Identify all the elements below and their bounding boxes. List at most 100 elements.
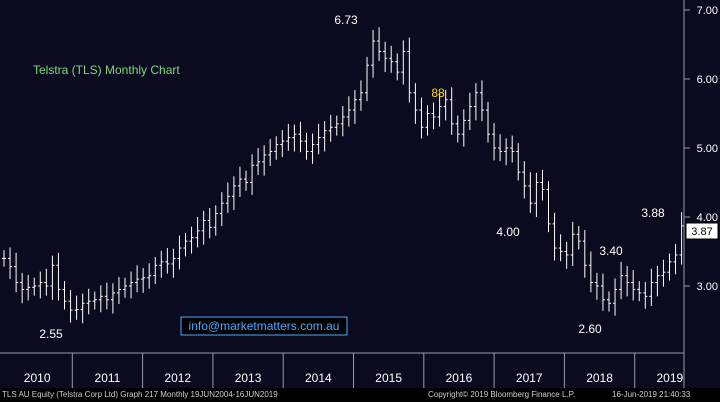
ohlc-bar [116,277,121,304]
ohlc-bar [455,115,460,143]
ohlc-bar [516,143,521,181]
x-tick-label: 2018 [586,371,613,385]
annotation-3.40: 3.40 [599,244,623,258]
x-tick-label: 2014 [305,371,332,385]
ohlc-bar [425,105,430,136]
ohlc-bar [225,182,230,213]
ohlc-bar [383,41,388,73]
annotation-88: 88 [431,86,445,100]
annotation-3.88: 3.88 [641,206,665,220]
ohlc-bar [371,30,376,78]
ohlc-bar [183,232,188,257]
ohlc-bar [14,252,19,293]
y-axis-ticks: 7.00 6.00 5.00 4.00 3.00 [684,5,718,293]
ohlc-bar [328,114,333,142]
ohlc-bar [673,243,678,275]
ohlc-bar [310,133,315,164]
ohlc-bar [600,273,605,311]
ohlc-bar [68,290,73,323]
footer-center: Copyright© 2019 Bloomberg Finance L.P. [428,390,576,399]
ohlc-bar [322,121,327,152]
ohlc-bar [643,281,648,309]
ohlc-bar [588,251,593,293]
ohlc-bar [461,109,466,147]
ohlc-bar [286,123,291,151]
ohlc-bar [522,161,527,199]
y-tick-label: 3.00 [697,281,718,293]
ohlc-bar [607,291,611,312]
x-tick-label: 2015 [375,371,402,385]
ohlc-bar [467,92,472,131]
ohlc-bar [98,285,103,313]
ohlc-bar [8,247,13,280]
ohlc-bar [298,121,303,153]
annotation-2.60: 2.60 [578,322,602,336]
footer-bar: TLS AU Equity (Telstra Corp Ltd) Graph 2… [0,388,720,402]
ohlc-bar [201,210,206,245]
ohlc-bar [26,274,31,301]
ohlc-bar [316,123,321,155]
ohlc-bar [195,217,200,248]
ohlc-bar [110,283,115,314]
ohlc-bar [613,278,618,316]
ohlc-bar [237,166,242,197]
ohlc-bar [231,176,236,211]
ohlc-bar [619,261,624,300]
ohlc-bar [56,252,61,301]
ohlc-bar [189,226,194,254]
ohlc-bar [244,170,248,191]
ohlc-bar [20,272,25,304]
ohlc-bar [80,293,85,324]
ohlc-bar [165,248,170,274]
ohlc-bar [486,101,490,143]
ohlc-bar [558,234,563,262]
ohlc-bar [104,282,109,310]
ohlc-bar [546,181,551,233]
ohlc-bar [50,255,55,300]
y-tick-label: 7.00 [697,5,718,17]
ohlc-bar [473,83,478,121]
x-axis-ticks: 2010 2011 2012 2013 2014 2015 2016 2017 2018 2019 [24,353,684,388]
ohlc-bar [377,27,382,62]
ohlc-bar [135,265,140,293]
ohlc-bar [262,145,267,176]
ohlc-bar [147,263,152,289]
ohlc-bar [528,172,533,213]
y-tick-label: 6.00 [697,74,718,86]
url-box[interactable]: info@marketmatters.com.au [180,316,348,336]
ohlc-bar [153,257,158,284]
ohlc-bar [141,268,146,293]
ohlc-bar [123,277,127,298]
ohlc-bar [449,87,454,135]
ohlc-bar [649,268,654,307]
ohlc-bar [625,265,630,297]
ohlc-bar [389,45,394,73]
ohlc-bar [655,265,660,297]
ohlc-bar [346,96,351,127]
footer-right: 16-Jun-2019 21:40:33 [612,390,691,399]
ohlc-bar [479,80,484,122]
last-price-badge: 3.87 [685,222,719,240]
url-text[interactable]: info@marketmatters.com.au [189,319,340,333]
ohlc-bar [92,291,97,310]
x-tick-label: 2010 [24,371,51,385]
ohlc-bar [74,295,79,320]
ohlc-bar [207,208,212,239]
ohlc-bar [407,37,412,103]
chart-title: Telstra (TLS) Monthly Chart [33,63,180,77]
ohlc-bar [443,90,448,121]
ohlc-bars [2,27,684,324]
ohlc-bar [395,53,400,81]
ohlc-bar [213,205,218,236]
ohlc-bar [419,97,424,139]
ohlc-bar [280,130,285,157]
ohlc-bar [274,136,279,160]
ohlc-bar [334,115,339,136]
x-tick-label: 2011 [95,371,121,385]
ohlc-bar [540,170,545,201]
ohlc-bar [510,135,515,163]
ohlc-bar [492,123,497,161]
x-tick-label: 2012 [164,371,191,385]
ohlc-bar [564,241,569,269]
ohlc-bar [365,56,369,102]
